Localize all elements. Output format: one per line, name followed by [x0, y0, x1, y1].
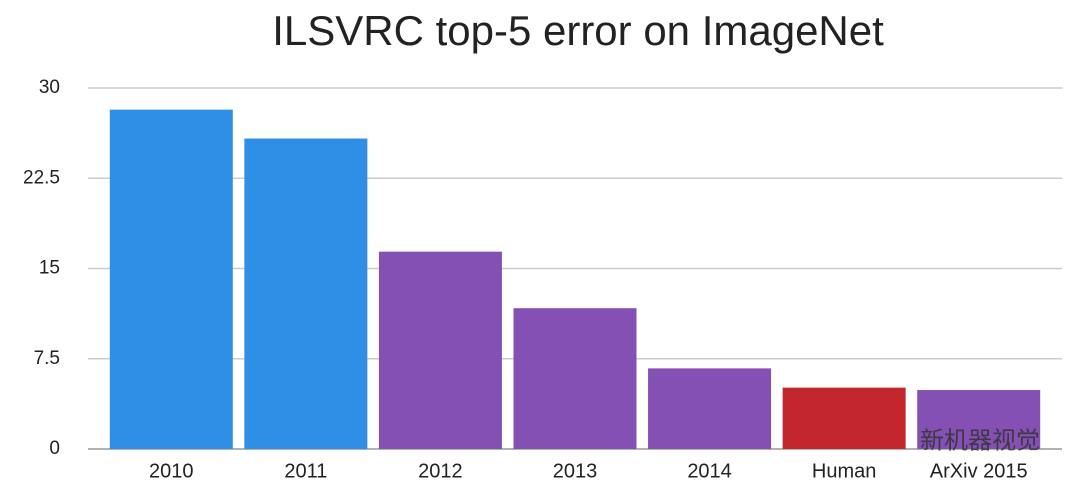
bar — [109, 109, 233, 449]
x-tick-label: 2012 — [418, 460, 463, 482]
x-tick-label: ArXiv 2015 — [930, 460, 1028, 482]
y-tick-label: 0 — [49, 438, 60, 459]
chart-title: ILSVRC top-5 error on ImageNet — [272, 7, 884, 54]
bar — [648, 368, 772, 449]
y-tick-label: 7.5 — [34, 348, 60, 369]
x-tick-label: 2011 — [284, 460, 327, 482]
y-tick-label: 15 — [39, 258, 60, 279]
bar — [244, 138, 368, 450]
y-tick-label: 30 — [39, 77, 60, 98]
x-tick-label: 2014 — [687, 460, 732, 482]
watermark: 新机器视觉 — [920, 427, 1040, 454]
bar — [513, 308, 637, 449]
x-tick-label: 2010 — [149, 460, 194, 482]
x-tick-label: 2013 — [553, 460, 598, 482]
bar — [378, 251, 502, 449]
y-tick-label: 22.5 — [23, 167, 60, 188]
bar — [782, 387, 906, 449]
bar — [917, 390, 1041, 449]
x-tick-label: Human — [812, 460, 876, 482]
